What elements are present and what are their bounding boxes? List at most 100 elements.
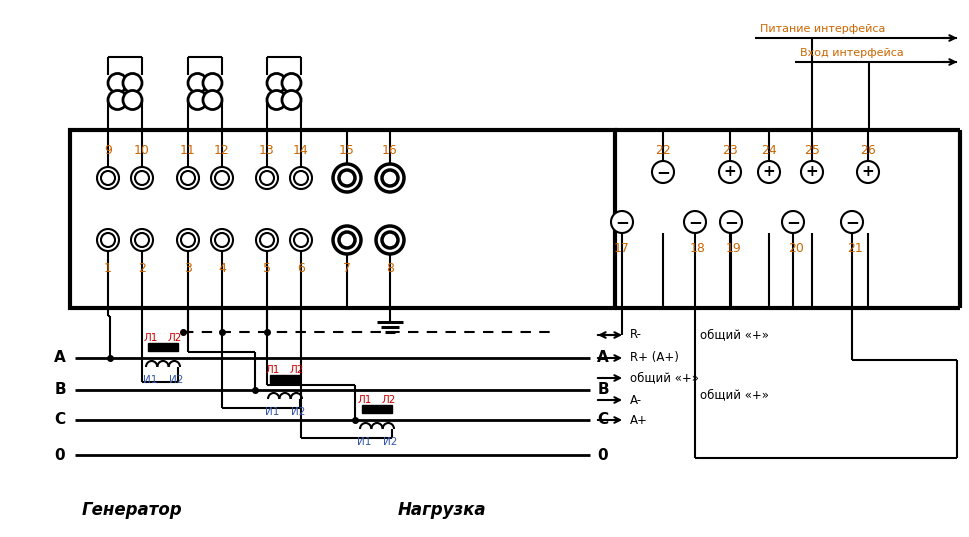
Text: +: + [860, 164, 873, 179]
Text: Нагрузка: Нагрузка [397, 501, 486, 519]
Text: Л2: Л2 [290, 365, 304, 375]
Text: −: − [614, 213, 628, 231]
Text: 5: 5 [263, 262, 270, 274]
Text: 21: 21 [846, 242, 862, 255]
Text: И1: И1 [265, 407, 279, 417]
Circle shape [131, 229, 153, 251]
Bar [70, 130, 614, 308]
Circle shape [211, 229, 233, 251]
Circle shape [101, 233, 115, 247]
Text: −: − [655, 163, 670, 181]
Text: 23: 23 [721, 143, 737, 156]
Text: 4: 4 [218, 262, 226, 274]
Circle shape [135, 233, 149, 247]
Circle shape [188, 74, 206, 92]
Text: 1: 1 [104, 262, 111, 274]
Circle shape [266, 74, 286, 92]
Circle shape [282, 74, 300, 92]
Text: И2: И2 [169, 375, 183, 385]
Text: A-: A- [629, 394, 641, 407]
Circle shape [176, 229, 199, 251]
Text: 0: 0 [597, 447, 608, 462]
Text: 6: 6 [297, 262, 304, 274]
Text: 3: 3 [184, 262, 192, 274]
Circle shape [260, 233, 273, 247]
Circle shape [211, 167, 233, 189]
Circle shape [282, 90, 300, 110]
Bar [269, 375, 299, 383]
Circle shape [176, 167, 199, 189]
Text: 19: 19 [726, 242, 741, 255]
Circle shape [266, 90, 286, 110]
Text: Л2: Л2 [168, 333, 182, 343]
Text: Генератор: Генератор [82, 501, 182, 519]
Circle shape [181, 171, 195, 185]
Circle shape [610, 211, 633, 233]
Circle shape [719, 211, 741, 233]
Circle shape [131, 167, 153, 189]
Circle shape [857, 161, 878, 183]
Text: Л1: Л1 [143, 333, 158, 343]
Text: A+: A+ [629, 413, 647, 426]
Text: 7: 7 [343, 262, 351, 274]
Text: B: B [54, 382, 66, 397]
Text: +: + [723, 164, 735, 179]
Circle shape [97, 229, 119, 251]
Text: Вход интерфейса: Вход интерфейса [799, 48, 903, 58]
Text: И2: И2 [291, 407, 305, 417]
Circle shape [294, 233, 308, 247]
Text: +: + [762, 164, 774, 179]
Circle shape [203, 74, 222, 92]
Text: 2: 2 [138, 262, 145, 274]
Circle shape [332, 164, 360, 192]
Text: 20: 20 [787, 242, 803, 255]
Circle shape [683, 211, 705, 233]
Circle shape [188, 90, 206, 110]
Text: 14: 14 [293, 143, 308, 156]
Text: −: − [785, 213, 799, 231]
Text: 9: 9 [104, 143, 111, 156]
Circle shape [256, 229, 278, 251]
Text: 10: 10 [134, 143, 150, 156]
Text: 15: 15 [339, 143, 355, 156]
Text: общий «+»: общий «+» [629, 372, 699, 384]
Text: 24: 24 [761, 143, 776, 156]
Text: 12: 12 [214, 143, 230, 156]
Text: 22: 22 [654, 143, 671, 156]
Text: общий «+»: общий «+» [700, 388, 768, 402]
Circle shape [203, 90, 222, 110]
Circle shape [215, 171, 229, 185]
Text: −: − [723, 213, 737, 231]
Text: A: A [54, 351, 66, 366]
Circle shape [97, 167, 119, 189]
Text: И1: И1 [142, 375, 157, 385]
Circle shape [123, 90, 141, 110]
Circle shape [718, 161, 740, 183]
Text: Л1: Л1 [358, 395, 372, 405]
Text: Л1: Л1 [266, 365, 280, 375]
Text: R-: R- [629, 329, 641, 342]
Circle shape [840, 211, 862, 233]
Text: 16: 16 [382, 143, 397, 156]
Text: И1: И1 [357, 437, 371, 447]
Circle shape [215, 233, 229, 247]
Circle shape [757, 161, 779, 183]
Circle shape [338, 232, 355, 248]
Text: −: − [687, 213, 702, 231]
Circle shape [256, 167, 278, 189]
Circle shape [376, 226, 403, 254]
Text: B: B [597, 382, 609, 397]
Circle shape [800, 161, 822, 183]
Bar [361, 405, 391, 413]
Circle shape [101, 171, 115, 185]
Text: R+ (A+): R+ (A+) [629, 352, 678, 365]
Text: Питание интерфейса: Питание интерфейса [760, 24, 885, 34]
Text: 13: 13 [259, 143, 274, 156]
Text: C: C [597, 412, 608, 427]
Text: +: + [805, 164, 818, 179]
Text: 25: 25 [803, 143, 819, 156]
Text: 26: 26 [860, 143, 875, 156]
Circle shape [290, 167, 312, 189]
Circle shape [382, 232, 397, 248]
Circle shape [382, 170, 397, 186]
